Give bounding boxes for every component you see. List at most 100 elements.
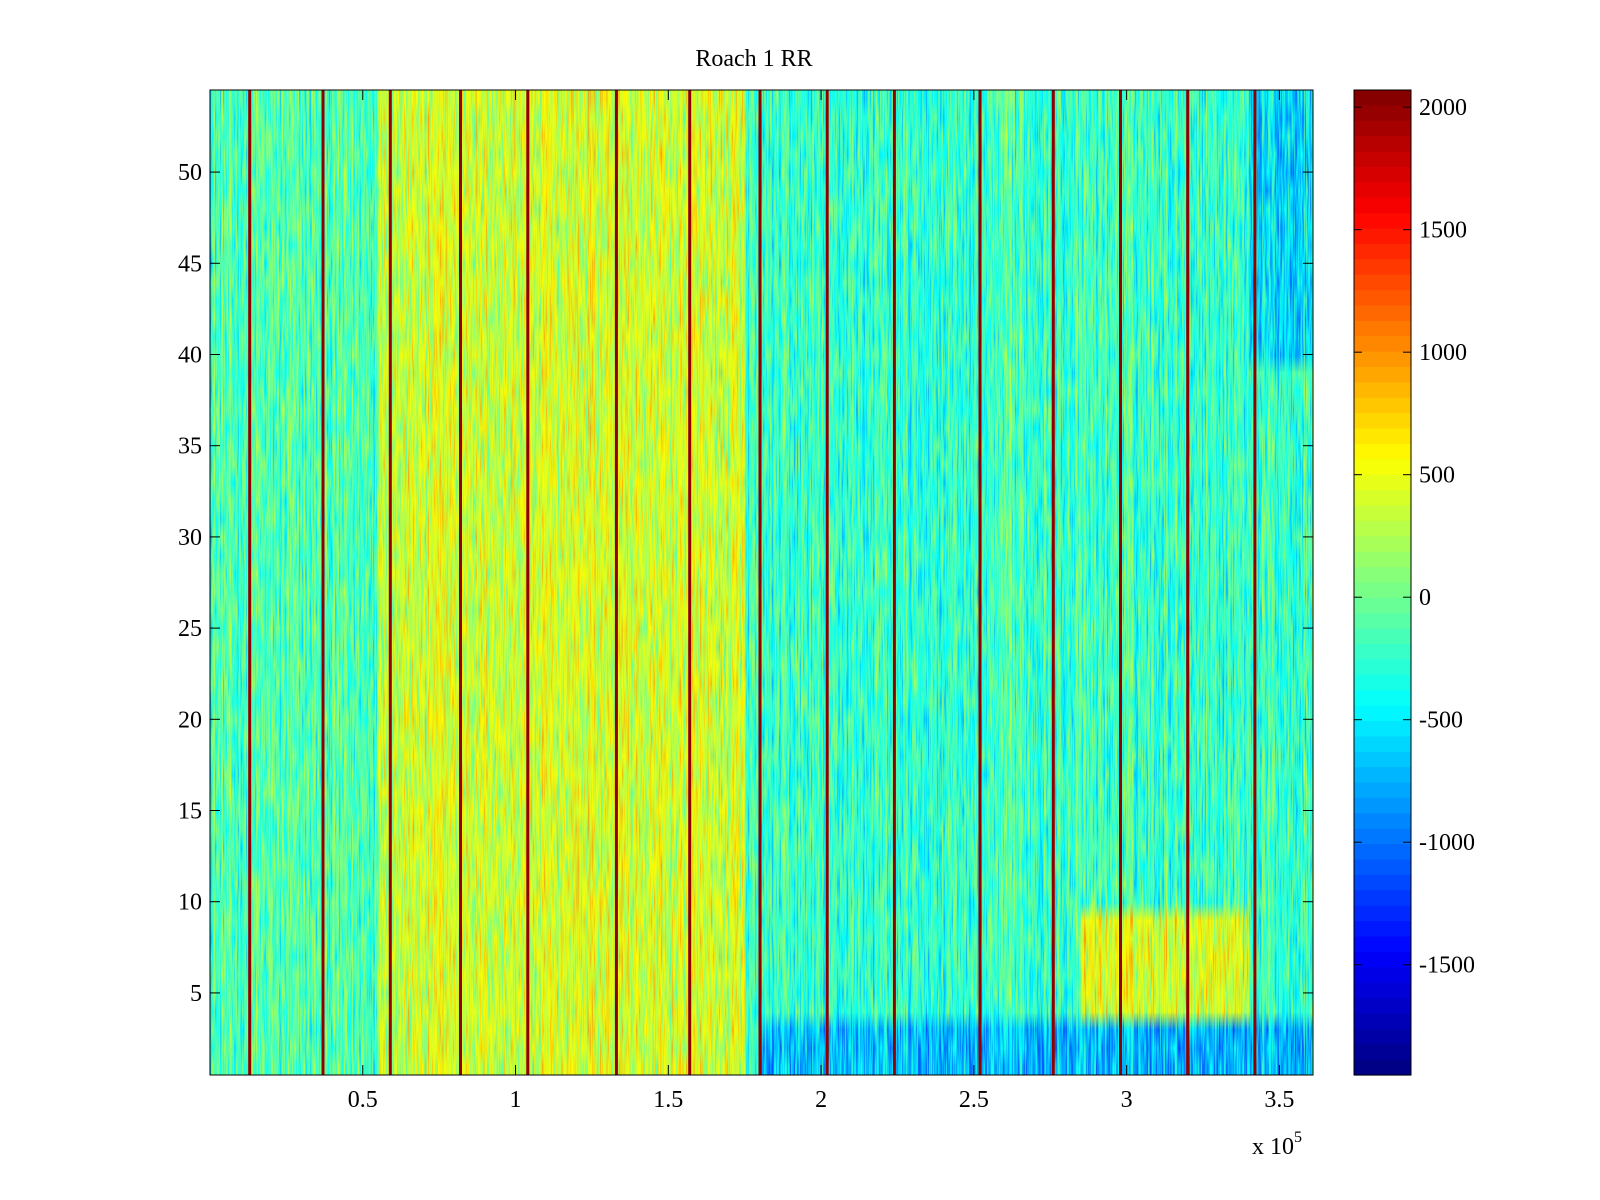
y-tick-label: 45 bbox=[178, 251, 202, 277]
colorbar-band bbox=[1354, 151, 1411, 168]
colorbar-ticks: 2000 1500 1000 500 0 -500 -1000 -1500 bbox=[1354, 95, 1475, 979]
y-tick-label: 40 bbox=[178, 342, 202, 368]
colorbar-band bbox=[1354, 459, 1411, 476]
colorbar-tick-label: 500 bbox=[1419, 463, 1455, 489]
colorbar-band bbox=[1354, 474, 1411, 491]
y-tick-label: 30 bbox=[178, 525, 202, 551]
colorbar-tick-label: 2000 bbox=[1419, 95, 1467, 121]
y-tick-label: 50 bbox=[178, 160, 202, 186]
colorbar-band bbox=[1354, 828, 1411, 845]
colorbar-band bbox=[1354, 644, 1411, 661]
spike-line bbox=[321, 90, 325, 1075]
colorbar-band bbox=[1354, 628, 1411, 645]
chart-title: Roach 1 RR bbox=[695, 46, 812, 72]
colorbar-band bbox=[1354, 582, 1411, 599]
colorbar-band bbox=[1354, 690, 1411, 707]
colorbar-band bbox=[1354, 505, 1411, 522]
colorbar-band bbox=[1354, 998, 1411, 1015]
colorbar-band bbox=[1354, 536, 1411, 553]
colorbar-band bbox=[1354, 413, 1411, 430]
colorbar-band bbox=[1354, 136, 1411, 153]
colorbar-band bbox=[1354, 182, 1411, 199]
spike-line bbox=[1051, 90, 1055, 1075]
colorbar-band bbox=[1354, 1028, 1411, 1045]
x-tick-label: 0.5 bbox=[348, 1087, 378, 1113]
colorbar-band bbox=[1354, 890, 1411, 907]
spike-line bbox=[688, 90, 692, 1075]
colorbar-band bbox=[1354, 844, 1411, 861]
colorbar-band bbox=[1354, 259, 1411, 276]
colorbar-band bbox=[1354, 490, 1411, 507]
spike-lines bbox=[248, 90, 1257, 1075]
y-tick-label: 25 bbox=[178, 616, 202, 642]
plot-area: 0.5 1 1.5 2 2.5 3 3.5 5 10 15 20 25 30 35 40 45 50 x 10… bbox=[178, 89, 1314, 1160]
colorbar-band bbox=[1354, 367, 1411, 384]
x-tick-label: 3.5 bbox=[1264, 1087, 1294, 1113]
x-tick-label: 1.5 bbox=[653, 1087, 683, 1113]
colorbar-tick-label: -500 bbox=[1419, 708, 1463, 734]
colorbar-band bbox=[1354, 1013, 1411, 1030]
x-tick-label: 2 bbox=[815, 1087, 827, 1113]
colorbar-band bbox=[1354, 105, 1411, 122]
colorbar-band bbox=[1354, 1059, 1411, 1076]
colorbar-band bbox=[1354, 1044, 1411, 1061]
colorbar-band bbox=[1354, 859, 1411, 876]
colorbar-band bbox=[1354, 705, 1411, 722]
colorbar-band bbox=[1354, 951, 1411, 968]
x-tick-label: 2.5 bbox=[959, 1087, 989, 1113]
colorbar-band bbox=[1354, 213, 1411, 230]
colorbar-band bbox=[1354, 721, 1411, 738]
colorbar-band bbox=[1354, 428, 1411, 445]
colorbar-band bbox=[1354, 397, 1411, 414]
plot-frame bbox=[209, 89, 1314, 1076]
colorbar-band bbox=[1354, 982, 1411, 999]
colorbar-band bbox=[1354, 290, 1411, 307]
spike-line bbox=[526, 90, 530, 1075]
colorbar-band bbox=[1354, 921, 1411, 938]
colorbar-band bbox=[1354, 874, 1411, 891]
colorbar-band bbox=[1354, 797, 1411, 814]
colorbar-band bbox=[1354, 613, 1411, 630]
x-axis: 0.5 1 1.5 2 2.5 3 3.5 bbox=[348, 90, 1294, 1113]
colorbar-band bbox=[1354, 443, 1411, 460]
spike-line bbox=[978, 90, 982, 1075]
colorbar-band bbox=[1354, 120, 1411, 137]
x-multiplier-exponent: 5 bbox=[1294, 1129, 1302, 1146]
colorbar-band bbox=[1354, 767, 1411, 784]
colorbar-frame bbox=[1353, 89, 1412, 1076]
y-axis: 5 10 15 20 25 30 35 40 45 50 bbox=[178, 160, 1313, 1007]
colorbar-band bbox=[1354, 351, 1411, 368]
colorbar-band bbox=[1354, 551, 1411, 568]
spike-line bbox=[758, 90, 762, 1075]
colorbar: 2000 1500 1000 500 0 -500 -1000 -1500 bbox=[1353, 89, 1475, 1076]
colorbar-tick-label: 1500 bbox=[1419, 218, 1467, 244]
x-multiplier-label: x 105 bbox=[1252, 1129, 1302, 1160]
colorbar-band bbox=[1354, 320, 1411, 337]
spike-line bbox=[459, 90, 462, 1075]
colorbar-tick-label: 0 bbox=[1419, 585, 1431, 611]
spike-line bbox=[388, 90, 392, 1075]
colorbar-band bbox=[1354, 936, 1411, 953]
spike-line bbox=[1119, 90, 1122, 1075]
colorbar-band bbox=[1354, 336, 1411, 353]
spike-line bbox=[1253, 90, 1257, 1075]
colorbar-band bbox=[1354, 274, 1411, 291]
x-tick-label: 3 bbox=[1121, 1087, 1133, 1113]
colorbar-band bbox=[1354, 597, 1411, 614]
colorbar-band bbox=[1354, 659, 1411, 676]
y-tick-label: 35 bbox=[178, 434, 202, 460]
colorbar-band bbox=[1354, 305, 1411, 322]
colorbar-tick-label: -1500 bbox=[1419, 953, 1475, 979]
spike-line bbox=[892, 90, 896, 1075]
y-tick-label: 10 bbox=[178, 890, 202, 916]
colorbar-band bbox=[1354, 674, 1411, 691]
colorbar-band bbox=[1354, 736, 1411, 753]
colorbar-band bbox=[1354, 751, 1411, 768]
colorbar-tick-label: -1000 bbox=[1419, 830, 1475, 856]
y-tick-label: 15 bbox=[178, 799, 202, 825]
x-tick-label: 1 bbox=[510, 1087, 522, 1113]
colorbar-band bbox=[1354, 967, 1411, 984]
y-tick-label: 5 bbox=[190, 981, 202, 1007]
colorbar-band bbox=[1354, 197, 1411, 214]
